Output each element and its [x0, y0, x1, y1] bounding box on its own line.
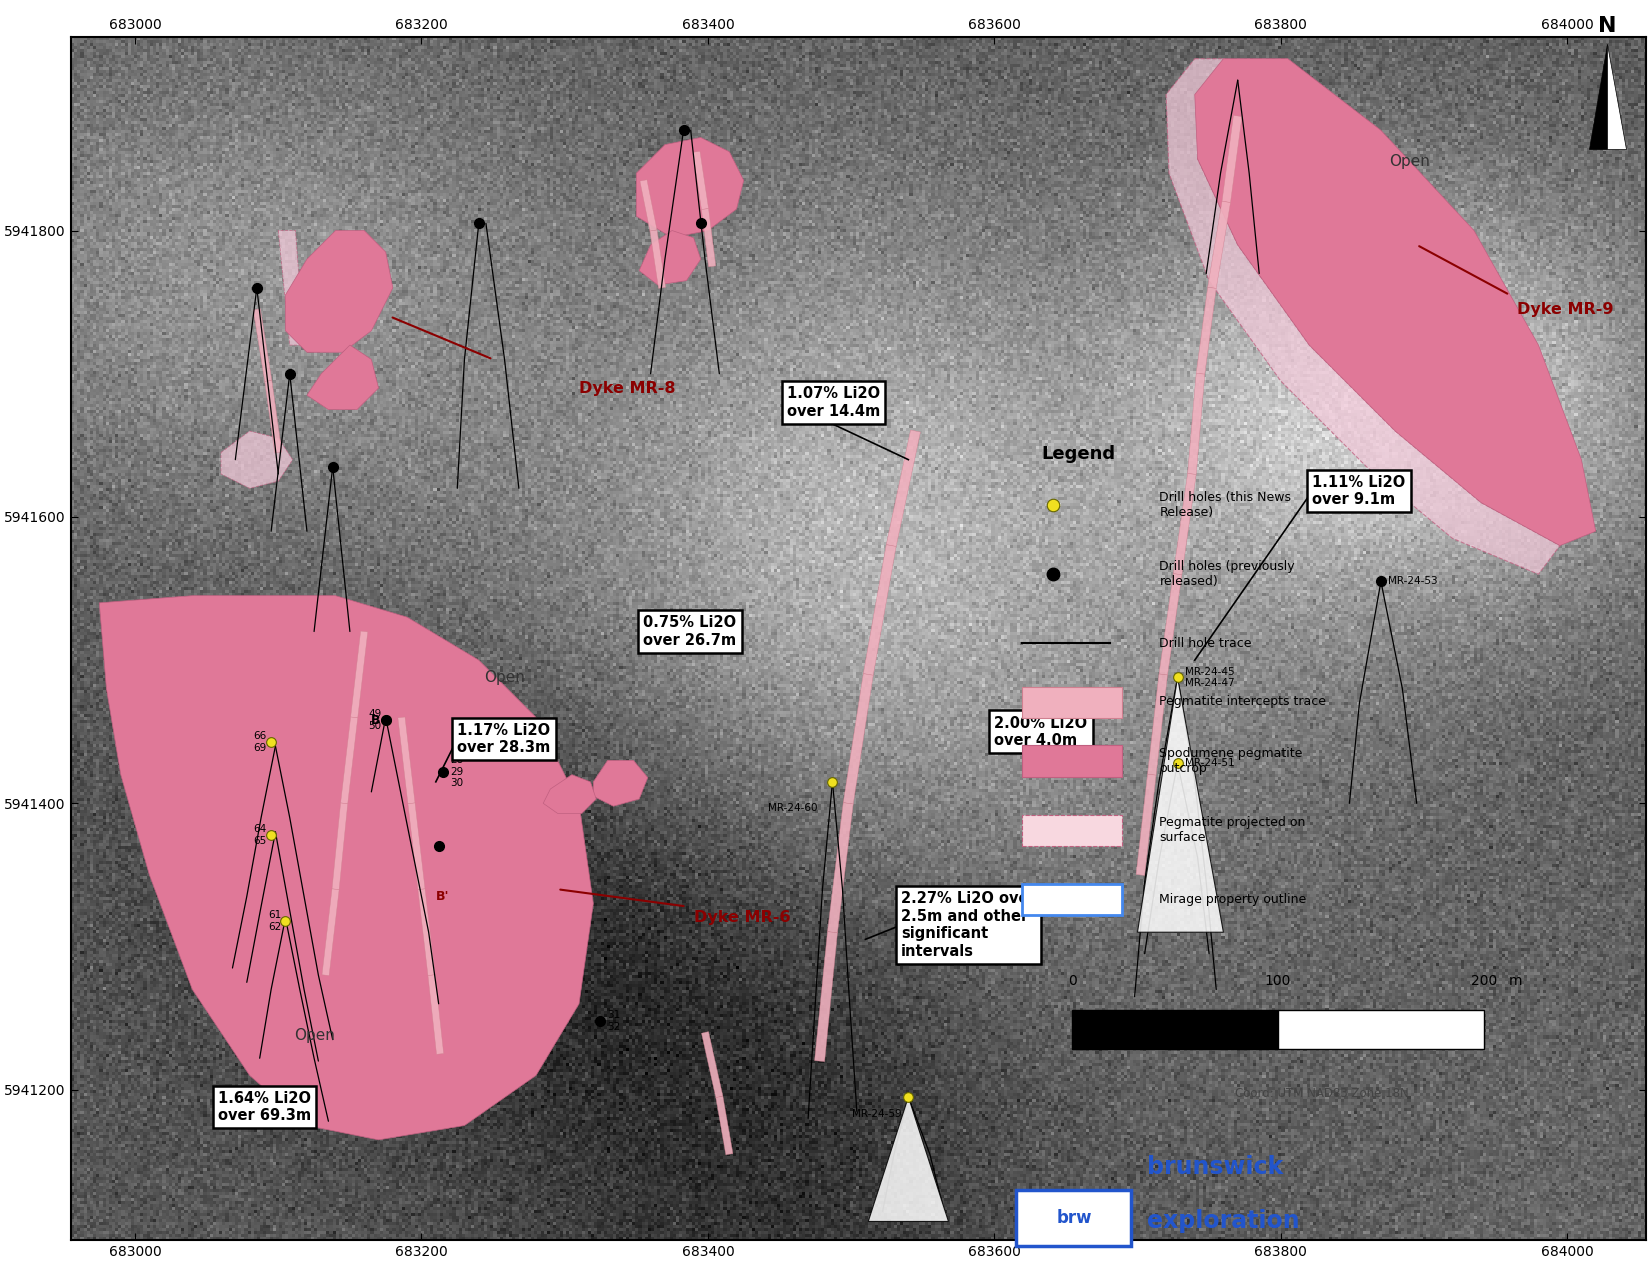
Text: Dyke MR-6: Dyke MR-6 [693, 910, 790, 926]
Text: 2.00% Li2O
over 4.0m: 2.00% Li2O over 4.0m [995, 715, 1087, 748]
Text: Open: Open [294, 1028, 335, 1043]
Text: exploration: exploration [1147, 1210, 1300, 1233]
Polygon shape [1188, 374, 1204, 474]
Text: m: m [1508, 974, 1523, 988]
FancyBboxPatch shape [1023, 815, 1122, 847]
Text: MR-24-51: MR-24-51 [1185, 759, 1234, 769]
Polygon shape [1607, 45, 1625, 149]
Polygon shape [640, 180, 657, 231]
Polygon shape [639, 231, 701, 284]
Text: 61
62: 61 62 [267, 910, 280, 932]
Text: Dyke MR-8: Dyke MR-8 [579, 380, 675, 395]
Text: 2.27% Li2O over
2.5m and other
significant
intervals: 2.27% Li2O over 2.5m and other significa… [901, 891, 1036, 959]
Polygon shape [1589, 45, 1607, 149]
Polygon shape [254, 309, 272, 381]
Polygon shape [285, 231, 393, 352]
Text: 100: 100 [1266, 974, 1292, 988]
Text: Legend: Legend [1041, 445, 1115, 463]
FancyBboxPatch shape [1023, 884, 1122, 915]
Polygon shape [417, 889, 436, 975]
Polygon shape [99, 595, 594, 1140]
Polygon shape [828, 803, 853, 933]
Text: Drill hole trace: Drill hole trace [1160, 638, 1252, 650]
Polygon shape [398, 717, 416, 803]
Polygon shape [1223, 116, 1242, 203]
Polygon shape [701, 1031, 723, 1098]
Text: B': B' [436, 890, 450, 903]
Text: 28
29
30: 28 29 30 [450, 755, 464, 788]
Text: brunswick: brunswick [1147, 1155, 1284, 1178]
Text: MR-24-60: MR-24-60 [767, 803, 817, 812]
Text: 1.07% Li2O
over 14.4m: 1.07% Li2O over 14.4m [787, 386, 879, 418]
Polygon shape [1147, 674, 1168, 775]
Polygon shape [594, 760, 648, 806]
Polygon shape [1173, 473, 1196, 575]
Text: Pegmatite projected on
surface: Pegmatite projected on surface [1160, 816, 1305, 844]
Text: 49
50: 49 50 [368, 709, 381, 731]
Polygon shape [1195, 59, 1596, 546]
Text: 1.11% Li2O
over 9.1m: 1.11% Li2O over 9.1m [1312, 476, 1406, 507]
Text: 64
65: 64 65 [254, 824, 267, 845]
Bar [1279, 1010, 1483, 1048]
Polygon shape [1208, 201, 1231, 288]
Text: Drill holes (this News
Release): Drill holes (this News Release) [1160, 491, 1292, 519]
Polygon shape [637, 138, 744, 237]
Text: brw: brw [1056, 1209, 1092, 1227]
Polygon shape [701, 209, 716, 266]
Polygon shape [863, 544, 896, 676]
Text: MR-24-59: MR-24-59 [851, 1109, 901, 1119]
Text: Open: Open [1389, 154, 1431, 170]
Bar [1072, 1010, 1279, 1048]
Polygon shape [693, 152, 708, 209]
Polygon shape [716, 1096, 733, 1155]
Text: Open: Open [483, 669, 525, 685]
Text: Drill holes (previously
released): Drill holes (previously released) [1160, 560, 1295, 588]
Polygon shape [1137, 677, 1223, 932]
Polygon shape [322, 889, 340, 975]
FancyBboxPatch shape [1023, 687, 1122, 718]
Polygon shape [332, 803, 348, 890]
Text: Mirage property outline: Mirage property outline [1160, 892, 1307, 905]
Polygon shape [307, 346, 378, 409]
Text: B: B [371, 714, 381, 727]
Polygon shape [650, 230, 665, 288]
Polygon shape [427, 975, 444, 1054]
Text: MR-24-53: MR-24-53 [1388, 576, 1437, 587]
Polygon shape [1167, 59, 1559, 574]
Text: MR-24-45
MR-24-47: MR-24-45 MR-24-47 [1185, 667, 1234, 689]
Polygon shape [843, 673, 873, 805]
FancyBboxPatch shape [1016, 1190, 1132, 1246]
Polygon shape [279, 231, 304, 346]
Polygon shape [1196, 287, 1216, 375]
Text: 31
32: 31 32 [607, 1010, 620, 1031]
Text: 200: 200 [1470, 974, 1497, 988]
Polygon shape [886, 430, 921, 547]
Text: Pegmatite intercepts trace: Pegmatite intercepts trace [1160, 695, 1327, 709]
Polygon shape [543, 775, 596, 813]
FancyBboxPatch shape [1023, 746, 1122, 776]
Polygon shape [351, 631, 368, 718]
Text: 0: 0 [1068, 974, 1076, 988]
Polygon shape [221, 431, 292, 488]
Text: 1.17% Li2O
over 28.3m: 1.17% Li2O over 28.3m [457, 723, 551, 755]
Polygon shape [408, 803, 426, 890]
Text: Spodumene pegmatite
outcrop: Spodumene pegmatite outcrop [1160, 746, 1304, 774]
Text: 0.75% Li2O
over 26.7m: 0.75% Li2O over 26.7m [644, 616, 736, 648]
Text: Dyke MR-9: Dyke MR-9 [1516, 302, 1614, 316]
Polygon shape [815, 932, 838, 1062]
Polygon shape [264, 380, 282, 453]
Text: N: N [1597, 15, 1617, 36]
Polygon shape [1158, 574, 1181, 674]
Polygon shape [340, 717, 358, 803]
Polygon shape [868, 1096, 949, 1221]
Text: 66
69: 66 69 [254, 731, 267, 752]
Polygon shape [1137, 774, 1157, 876]
Text: Coord: UTM NAD83 Zone 18N: Coord: UTM NAD83 Zone 18N [1234, 1086, 1409, 1100]
Text: 1.64% Li2O
over 69.3m: 1.64% Li2O over 69.3m [218, 1090, 312, 1123]
